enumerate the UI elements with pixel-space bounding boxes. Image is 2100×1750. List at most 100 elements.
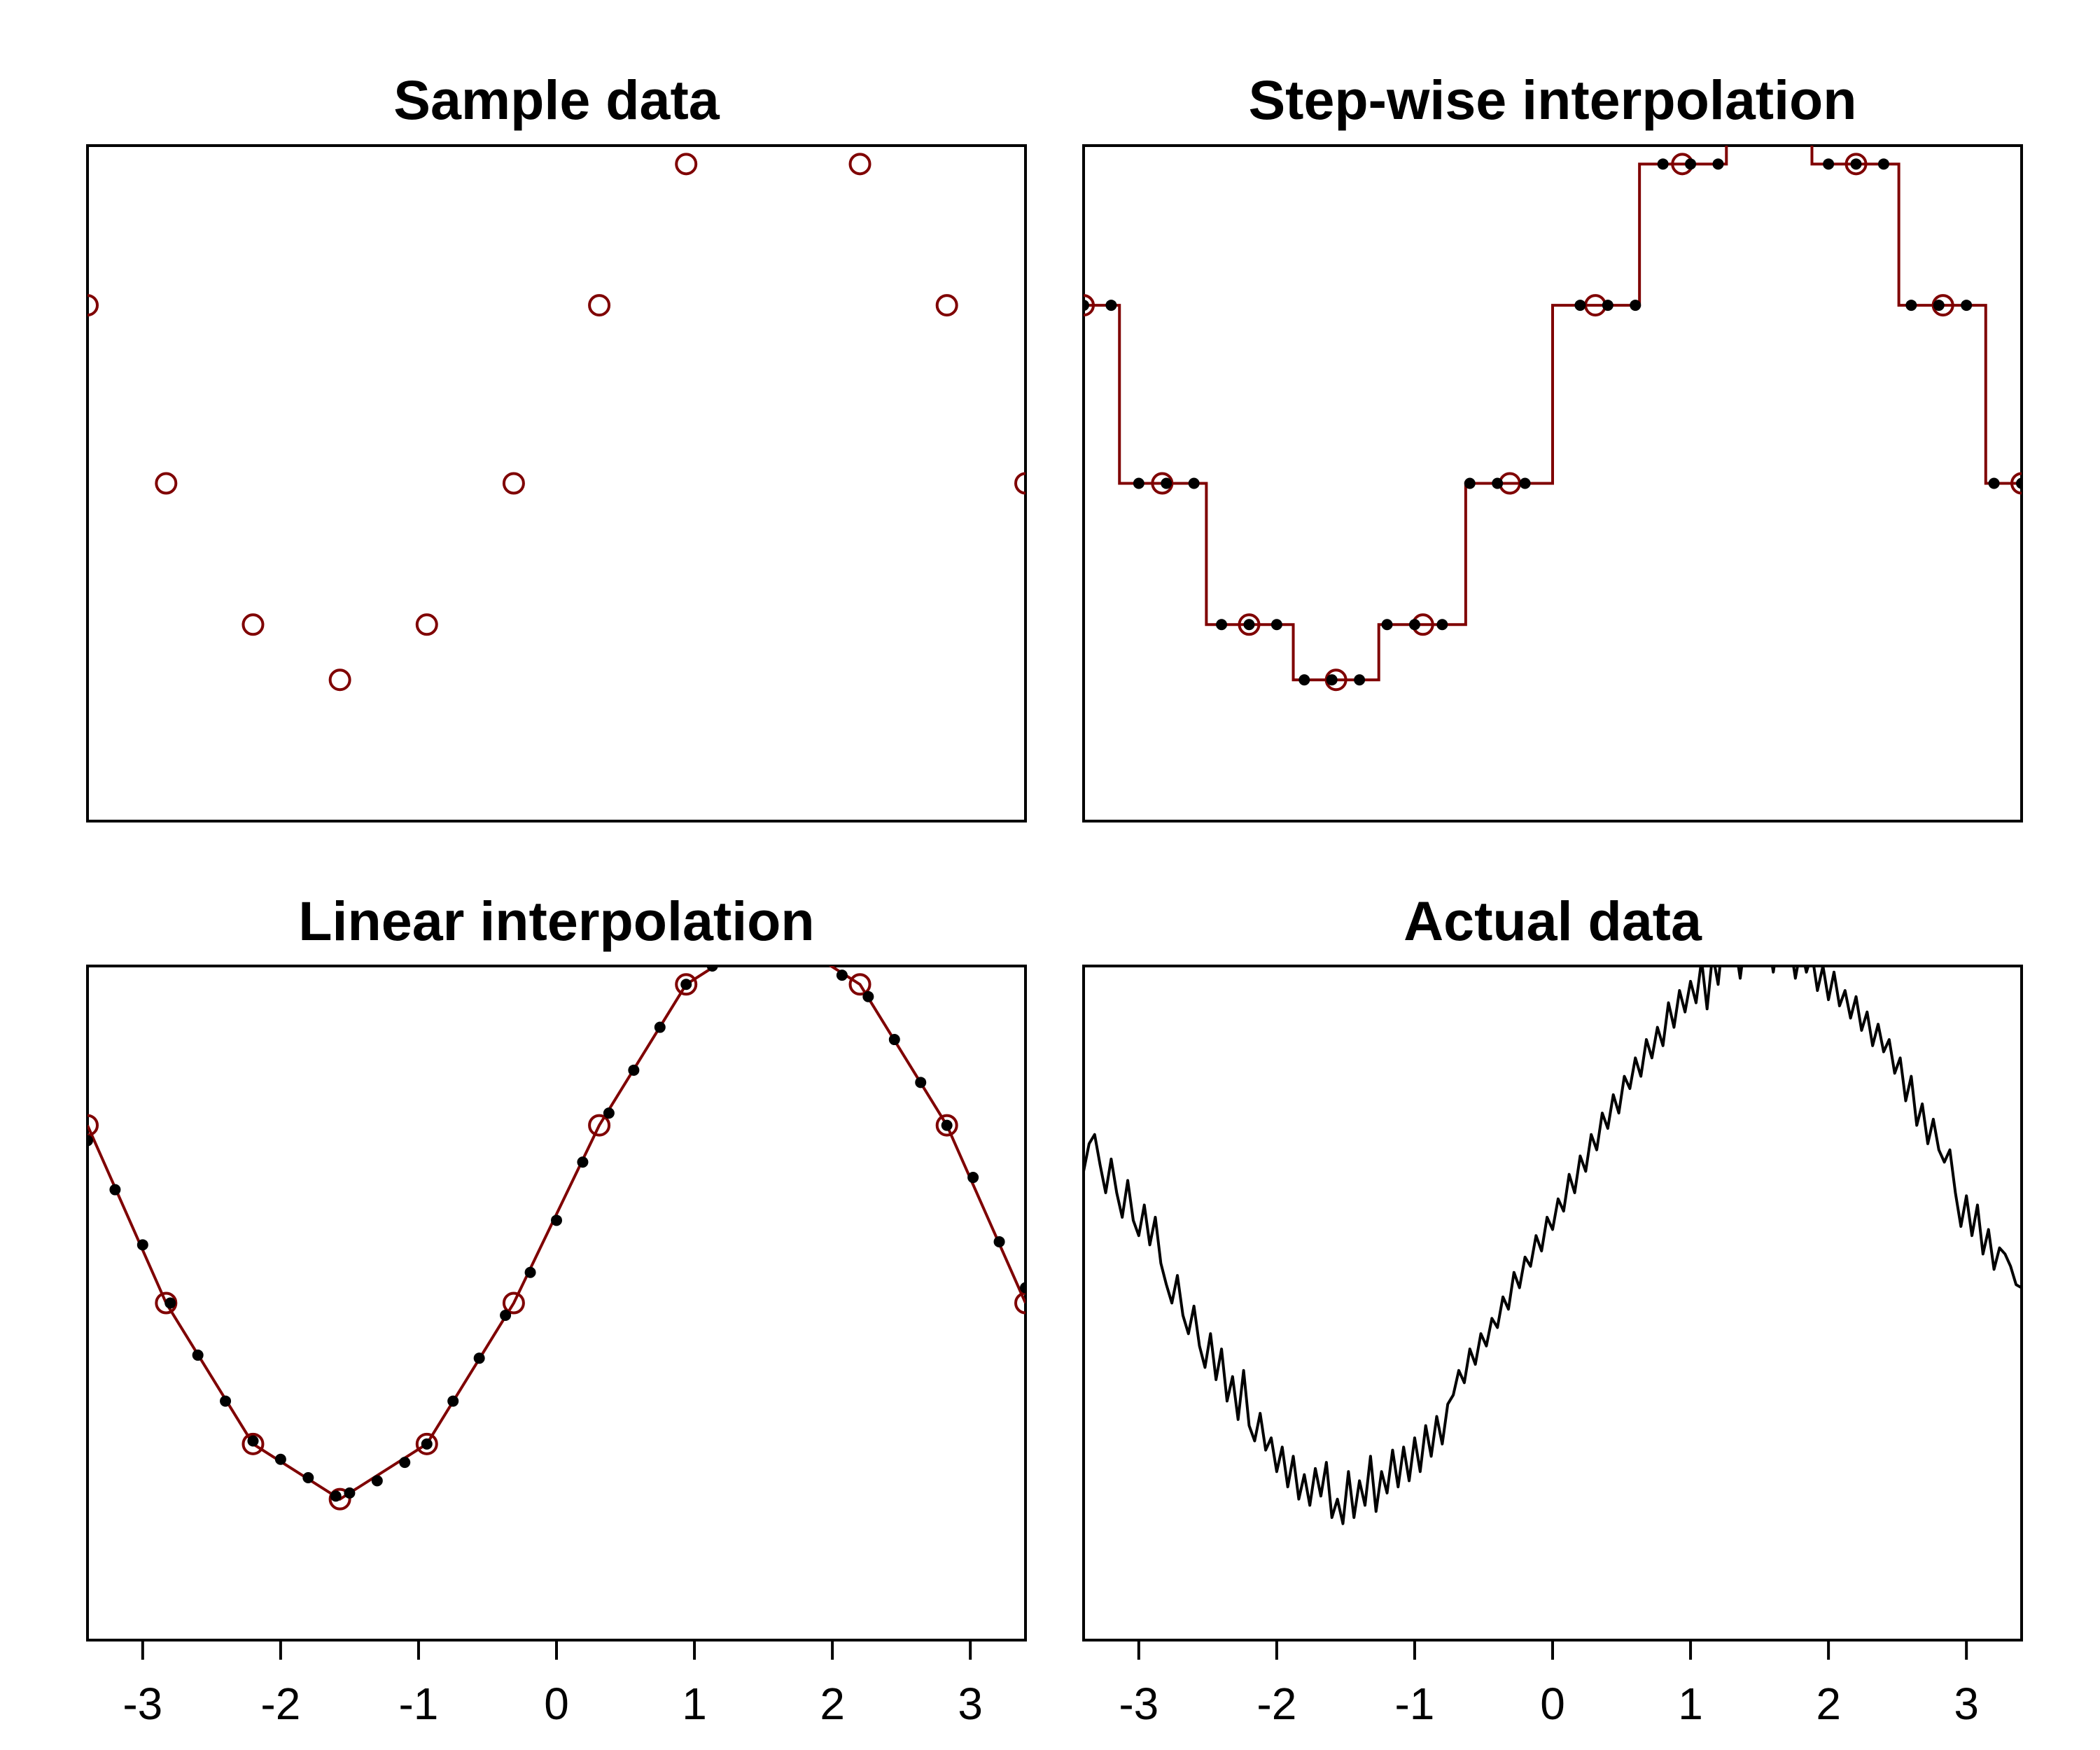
linear-x-tick-label-5: 2: [820, 1679, 845, 1729]
panel-title-actual: Actual data: [1404, 890, 1702, 952]
linear-interpolated-point-12: [399, 1457, 411, 1469]
sample-point-3: [328, 668, 351, 692]
step-sample-point-2: [1238, 613, 1261, 636]
step-sample-point-1: [1151, 472, 1174, 495]
step-interpolated-point-30: [1933, 300, 1945, 312]
step-interpolated-point-11: [1381, 619, 1393, 631]
linear-interpolated-point-13: [421, 1438, 433, 1450]
linear-interpolated-point-8: [302, 1472, 314, 1484]
step-interpolated-point-14: [1464, 477, 1476, 489]
step-interpolated-point-28: [1877, 158, 1889, 170]
step-sample-point-11: [2010, 472, 2022, 495]
linear-sample-point-3: [328, 1488, 351, 1511]
step-interpolated-point-31: [1961, 300, 1973, 312]
panel-title-step-wise: Step-wise interpolation: [1248, 69, 1856, 131]
actual-x-tick-label-2: -1: [1394, 1679, 1434, 1729]
linear-x-tick-label-0: -3: [122, 1679, 162, 1729]
step-interpolated-point-6: [1243, 619, 1255, 631]
actual-x-tick-label-3: 0: [1540, 1679, 1565, 1729]
linear-sample-point-5: [502, 1292, 525, 1315]
sample-point-4: [415, 613, 438, 636]
step-interpolated-point-0: [1084, 300, 1089, 312]
step-interpolated-point-15: [1492, 477, 1504, 489]
actual-line: [1084, 966, 2022, 1525]
actual-x-tick-label-0: -3: [1119, 1679, 1158, 1729]
linear-interpolated-point-2: [136, 1239, 148, 1251]
panel-actual-data: Actual data -3 -2 -1 0 1 2 3: [1082, 890, 2023, 1729]
step-sample-point-9: [1844, 153, 1868, 176]
actual-x-tick-label-5: 2: [1816, 1679, 1841, 1729]
actual-x-tick-label-4: 1: [1678, 1679, 1703, 1729]
panel-linear-interpolation: Linear interpolation -3 -2 -1 0 1 2 3: [86, 890, 1027, 1729]
step-sample-point-10: [1931, 294, 1954, 317]
linear-interpolated-point-22: [654, 1021, 666, 1033]
linear-interpolated-point-33: [941, 1119, 953, 1131]
linear-sample-point-6: [588, 1114, 611, 1137]
step-interpolated-point-2: [1133, 477, 1144, 489]
linear-sample-point-9: [848, 973, 872, 996]
linear-interpolated-point-14: [447, 1395, 459, 1407]
linear-x-tick-label-2: -1: [398, 1679, 438, 1729]
plot-frame-actual: [1082, 965, 2023, 1642]
linear-sample-point-4: [415, 1432, 438, 1455]
linear-interpolated-point-0: [88, 1135, 93, 1147]
step-interpolated-point-19: [1630, 300, 1642, 312]
linear-sample-point-0: [88, 1114, 99, 1137]
linear-marks: [88, 951, 1026, 1511]
step-interpolated-point-3: [1161, 477, 1172, 489]
linear-interpolated-point-9: [330, 1490, 342, 1502]
linear-x-tick-label-4: 1: [682, 1679, 707, 1729]
x-axis-actual: -3 -2 -1 0 1 2 3: [1119, 1640, 1979, 1729]
linear-interpolated-point-17: [524, 1266, 536, 1278]
linear-interpolated-point-21: [628, 1064, 640, 1076]
linear-interpolated-point-11: [371, 1475, 383, 1487]
linear-interpolated-point-36: [1020, 1282, 1026, 1294]
x-axis-linear: -3 -2 -1 0 1 2 3: [122, 1640, 983, 1729]
sample-point-7: [675, 153, 698, 176]
linear-interpolated-point-31: [888, 1034, 900, 1046]
linear-interpolated-point-30: [862, 990, 874, 1002]
step-interpolated-point-29: [1905, 300, 1917, 312]
linear-interpolated-point-16: [500, 1310, 512, 1322]
linear-sample-point-10: [935, 1114, 958, 1137]
linear-interpolated-point-28: [810, 951, 821, 962]
step-marks: [1084, 146, 2022, 692]
step-interpolated-point-32: [1988, 477, 2000, 489]
panel-title-linear: Linear interpolation: [298, 890, 814, 952]
step-interpolated-point-20: [1657, 158, 1669, 170]
step-sample-point-0: [1084, 294, 1095, 317]
sample-point-1: [155, 472, 178, 495]
step-interpolated-point-27: [1850, 158, 1862, 170]
step-interpolated-point-33: [2016, 477, 2022, 489]
linear-interpolated-point-10: [344, 1487, 356, 1499]
linear-sample-point-1: [155, 1292, 178, 1315]
sample-point-11: [1014, 472, 1026, 495]
linear-interpolated-point-20: [603, 1107, 615, 1119]
linear-line: [88, 966, 1026, 1502]
panel-sample-data: Sample data: [86, 69, 1027, 822]
linear-interpolated-point-29: [836, 969, 848, 981]
sample-point-10: [935, 294, 958, 317]
linear-x-tick-label-6: 3: [958, 1679, 983, 1729]
linear-sample-point-11: [1014, 1292, 1026, 1315]
linear-interpolated-point-15: [473, 1352, 485, 1364]
step-interpolated-point-12: [1408, 619, 1420, 631]
plot-frame-linear: [86, 965, 1027, 1642]
step-interpolated-point-18: [1602, 300, 1614, 312]
actual-marks: [1084, 966, 2022, 1525]
linear-interpolated-point-23: [680, 979, 692, 990]
step-interpolated-point-13: [1436, 619, 1448, 631]
sample-point-9: [848, 153, 872, 176]
linear-interpolated-point-3: [164, 1297, 176, 1309]
sample-points: [88, 99, 1026, 692]
linear-interpolated-point-1: [109, 1184, 121, 1196]
sample-point-6: [588, 294, 611, 317]
linear-interpolated-point-4: [192, 1349, 204, 1361]
step-interpolated-point-10: [1354, 674, 1366, 686]
linear-interpolated-point-32: [915, 1077, 927, 1088]
linear-interpolated-point-24: [706, 966, 718, 972]
linear-interpolated-point-19: [577, 1156, 589, 1168]
sample-point-8: [763, 99, 783, 118]
step-interpolated-point-26: [1823, 158, 1835, 170]
